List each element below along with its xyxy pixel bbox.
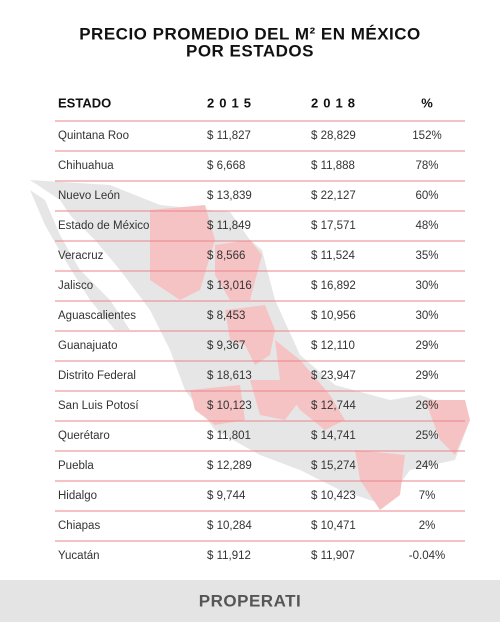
table-cell: Aguascalientes [58, 310, 136, 322]
table-cell: Jalisco [58, 280, 93, 292]
table-cell: $ 6,668 [207, 160, 245, 172]
table-cell: $ 13,016 [207, 280, 252, 292]
table-cell: Hidalgo [58, 490, 97, 502]
table-cell: $ 11,907 [311, 550, 355, 562]
table-cell: $ 11,524 [311, 250, 356, 262]
table-cell: $ 11,849 [207, 220, 251, 232]
table-cell: 78% [415, 160, 438, 172]
table-cell: 7% [419, 490, 436, 502]
table-cell: $ 11,801 [207, 430, 251, 442]
table-cell: $ 10,471 [311, 520, 356, 532]
table-cell: -0.04% [409, 550, 445, 562]
table-cell: San Luis Potosí [58, 400, 139, 412]
title: PRECIO PROMEDIO DEL M² EN MÉXICO [79, 24, 421, 43]
column-header: 2015 [207, 95, 256, 110]
map-state [215, 240, 262, 300]
table-cell: 29% [415, 370, 438, 382]
map-state [425, 400, 470, 455]
table-cell: $ 11,827 [207, 130, 251, 142]
table-cell: $ 11,912 [207, 550, 251, 562]
map-state [275, 340, 345, 430]
table-cell: 30% [415, 280, 438, 292]
map-state [225, 305, 275, 365]
footer-brand: PROPERATI [199, 591, 301, 610]
table-cell: $ 14,741 [311, 430, 356, 442]
table-cell: Quintana Roo [58, 130, 129, 142]
table-cell: Chiapas [58, 520, 100, 532]
table-cell: $ 9,367 [207, 340, 245, 352]
column-header: 2018 [311, 95, 360, 110]
table-cell: $ 8,453 [207, 310, 245, 322]
table-cell: 152% [412, 130, 441, 142]
table-cell: Guanajuato [58, 340, 117, 352]
table-cell: Nuevo León [58, 190, 120, 202]
table-cell: $ 18,613 [207, 370, 252, 382]
table-cell: $ 12,289 [207, 460, 252, 472]
map-state [355, 450, 405, 510]
table-cell: $ 12,110 [311, 340, 355, 352]
table-cell: $ 15,274 [311, 460, 356, 472]
table-cell: 60% [415, 190, 438, 202]
table-cell: 2% [419, 520, 436, 532]
column-header: ESTADO [58, 95, 111, 110]
table-cell: $ 12,744 [311, 400, 356, 412]
table-cell: $ 10,423 [311, 490, 356, 502]
table-cell: $ 10,284 [207, 520, 252, 532]
table-cell: $ 13,839 [207, 190, 252, 202]
map-background [30, 180, 470, 510]
table-cell: Yucatán [58, 550, 100, 562]
footer-band [0, 580, 500, 622]
table-cell: Puebla [58, 460, 94, 472]
table-cell: $ 23,947 [311, 370, 356, 382]
table-cell: $ 17,571 [311, 220, 356, 232]
table-cell: $ 8,566 [207, 250, 245, 262]
table-cell: Chihuahua [58, 160, 114, 172]
table-cell: $ 28,829 [311, 130, 356, 142]
table-cell: $ 9,744 [207, 490, 246, 502]
table-cell: 24% [415, 460, 438, 472]
column-header: % [421, 95, 433, 110]
table-cell: Querétaro [58, 430, 110, 442]
table-cell: 35% [415, 250, 438, 262]
table-cell: $ 22,127 [311, 190, 356, 202]
map-state [190, 385, 245, 425]
table-cell: 29% [415, 340, 438, 352]
table-cell: 48% [415, 220, 438, 232]
table-cell: 30% [415, 310, 438, 322]
table-cell: $ 16,892 [311, 280, 356, 292]
title: POR ESTADOS [186, 41, 314, 60]
table-cell: $ 11,888 [311, 160, 355, 172]
table-cell: 26% [415, 400, 438, 412]
table-cell: $ 10,956 [311, 310, 356, 322]
table-cell: Estado de México [58, 220, 149, 232]
table-cell: Distrito Federal [58, 370, 136, 382]
map-state [250, 380, 300, 420]
table-cell: $ 10,123 [207, 400, 252, 412]
map-state [150, 205, 215, 300]
table-cell: 25% [415, 430, 438, 442]
table-cell: Veracruz [58, 250, 104, 262]
